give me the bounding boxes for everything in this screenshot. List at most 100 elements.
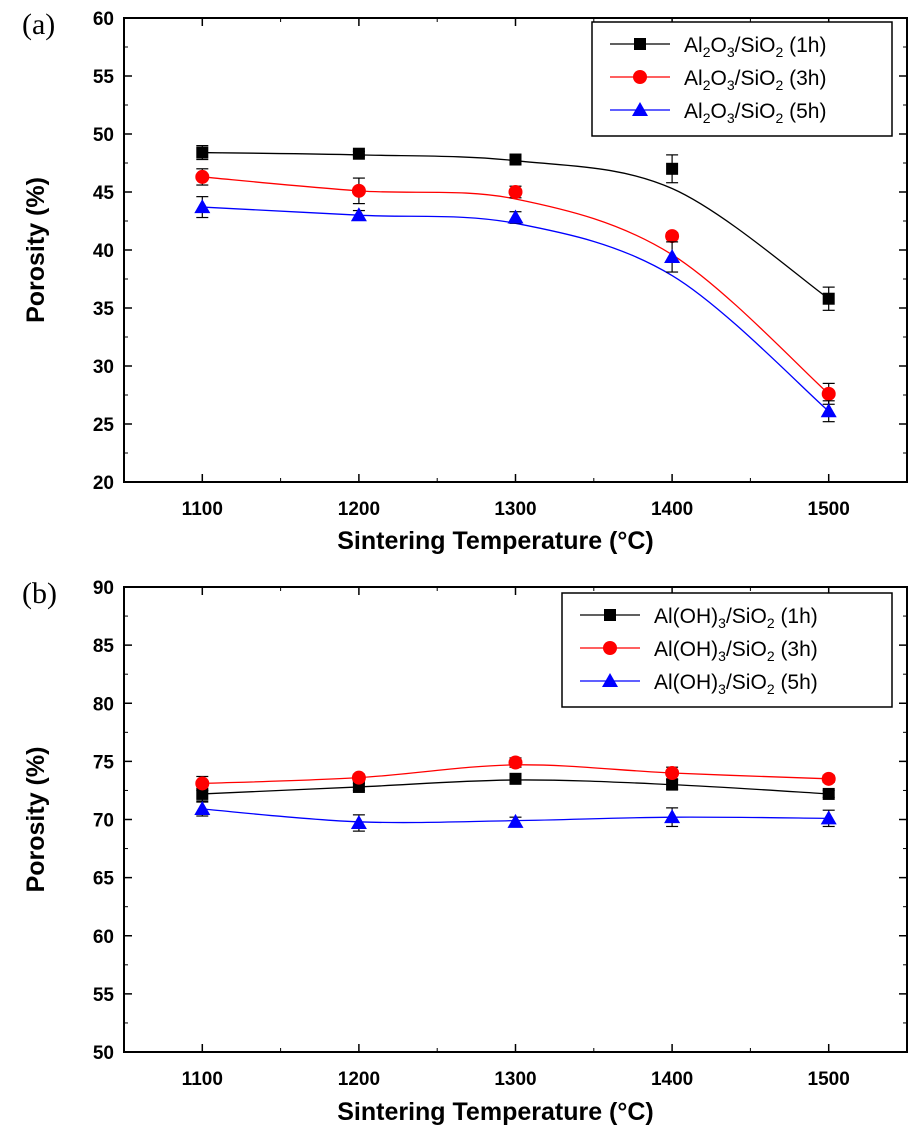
y-tick-label: 80 [93,694,114,715]
legend-subscript: 2 [775,110,783,126]
series-triangle [194,196,837,423]
data-point [820,810,837,825]
data-point [350,814,367,829]
data-point [664,248,681,263]
fit-line [202,176,830,395]
legend-label: Al(OH)3/SiO2 (5h) [654,671,818,697]
x-tick-label: 1100 [182,499,223,520]
x-tick-label: 1100 [182,1069,223,1090]
y-tick-label: 85 [93,636,115,657]
legend-text-part: Al(OH) [654,671,718,694]
legend-text-part: Al [684,67,703,90]
y-tick-label: 20 [93,473,114,494]
y-axis-title: Porosity (%) [22,747,50,893]
data-point [821,771,836,786]
panel-b: 50 55 60 65 70 75 80 85 90 1100 1200 1300 1400 1500 Si… [22,577,908,1126]
legend-text-part: (1h) [783,34,826,57]
legend-marker [603,641,617,655]
legend-label: Al2O3/SiO2 (5h) [684,100,826,126]
legend-box [561,592,893,708]
legend-subscript: 2 [775,44,783,60]
legend-text-part: (3h) [783,67,826,90]
data-point [351,183,366,198]
data-point [509,772,522,785]
y-tick-label: 40 [93,241,114,262]
data-point [507,209,524,224]
data-point [352,147,365,160]
data-point [820,403,837,418]
legend-subscript: 2 [703,44,711,60]
x-tick-label: 1300 [494,1069,536,1090]
legend-subscript: 2 [767,615,775,631]
legend-text-part: Al [684,34,703,57]
legend-subscript: 2 [703,110,711,126]
legend-subscript: 3 [718,615,726,631]
x-axis-title: Sintering Temperature (°C) [337,527,654,555]
y-tick-label: 60 [93,927,114,948]
x-tick-label: 1200 [338,1069,380,1090]
x-tick-label: 1300 [494,499,536,520]
y-axis-title: Porosity (%) [22,177,50,323]
legend-subscript: 2 [775,77,783,93]
fit-line [202,151,830,300]
y-tick-label: 90 [93,578,114,599]
legend-text-part: Al(OH) [654,605,718,628]
series-square [196,772,835,802]
data-point [822,787,835,800]
data-point [822,292,835,305]
legend-label: Al2O3/SiO2 (1h) [684,34,826,60]
legend-text-part: /SiO [735,67,776,90]
y-tick-label: 55 [93,67,115,88]
y-tick-label: 50 [93,125,114,146]
legend-marker [602,673,618,687]
x-tick-label: 1400 [651,499,693,520]
legend-text-part: (5h) [783,100,826,123]
x-tick-label: 1500 [808,1069,850,1090]
series-circle [195,168,836,405]
legend-marker [633,70,647,84]
legend-label: Al(OH)3/SiO2 (3h) [654,638,818,664]
legend-subscript: 3 [727,44,735,60]
y-tick-label: 75 [93,752,115,773]
data-point [507,813,524,828]
data-point [666,162,679,175]
legend-marker [604,609,616,621]
legend-text-part: /SiO [726,605,767,628]
legend-text-part: /SiO [726,671,767,694]
y-tick-label: 25 [93,415,115,436]
legend-text-part: O [710,34,726,57]
fit-line [202,206,830,412]
legend: Al(OH)3/SiO2 (1h)Al(OH)3/SiO2 (3h)Al(OH)… [561,592,893,708]
legend: Al2O3/SiO2 (1h)Al2O3/SiO2 (3h)Al2O3/SiO2… [591,21,893,137]
data-point [509,153,522,166]
legend-subscript: 3 [718,648,726,664]
data-point [350,207,367,222]
y-tick-label: 55 [93,985,115,1006]
legend-text-part: Al(OH) [654,638,718,661]
legend-text-part: /SiO [726,638,767,661]
panel-a: 20 25 30 35 40 45 50 55 60 1100 1200 1300 1400 1500 Si… [22,8,908,555]
data-point [665,229,680,244]
data-point [194,199,211,214]
legend-marker [632,102,648,116]
data-point [194,801,211,816]
x-tick-label: 1500 [808,499,850,520]
data-point [196,146,209,159]
data-point [195,169,210,184]
y-tick-label: 70 [93,811,114,832]
data-point [508,185,523,199]
data-point [664,809,681,824]
legend-label: Al2O3/SiO2 (3h) [684,67,826,93]
data-point [508,755,523,770]
legend-text-part: /SiO [735,100,776,123]
panel-label: (b) [22,577,57,610]
legend-text-part: Al [684,100,703,123]
x-axis-title: Sintering Temperature (°C) [337,1098,654,1126]
data-point [666,778,679,791]
legend-subscript: 3 [727,77,735,93]
legend-subscript: 2 [767,648,775,664]
series-triangle [194,801,837,832]
legend-text-part: O [710,67,726,90]
legend-text-part: (1h) [775,605,818,628]
